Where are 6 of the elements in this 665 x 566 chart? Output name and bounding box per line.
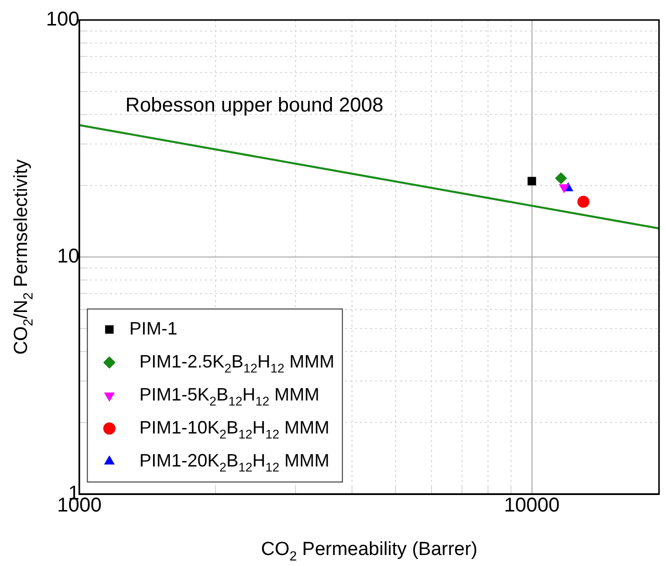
- annotation: Robesson upper bound 2008: [125, 94, 384, 117]
- legend-label: PIM-1: [129, 318, 178, 338]
- y-tick-label: 10: [57, 246, 80, 268]
- y-tick-label: 100: [46, 8, 80, 31]
- y-axis-title: CO2/N2 Permselectivity: [11, 158, 36, 355]
- x-tick-label: 10000: [504, 494, 560, 517]
